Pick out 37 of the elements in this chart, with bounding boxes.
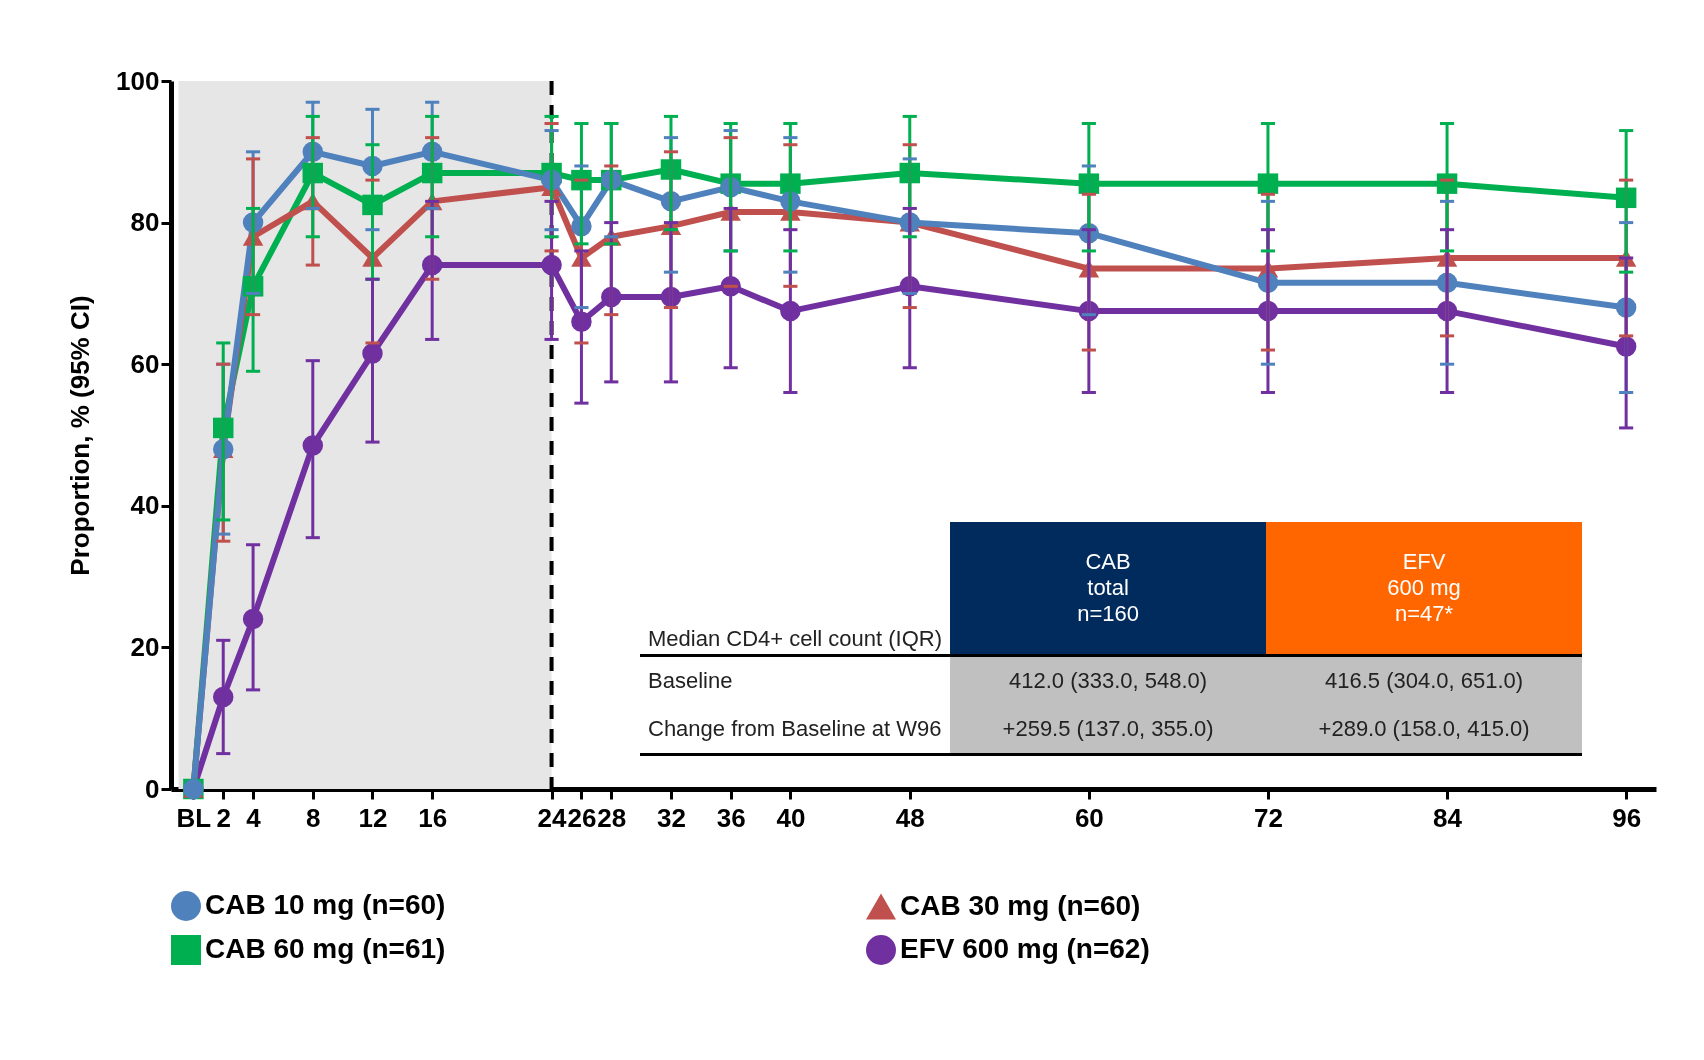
annotation: +289.0 (158.0, 415.0) <box>1266 705 1583 755</box>
y-axis-title: Proportion, % (95% CI) <box>65 295 96 576</box>
x-tick-label: 96 <box>1612 802 1642 833</box>
legend-label: EFV 600 mg (n=62) <box>900 933 1150 964</box>
x-tick-label: 72 <box>1254 802 1283 833</box>
x-tick-label: 24 <box>537 802 568 833</box>
annotation: 412.0 (333.0, 548.0) <box>950 655 1267 705</box>
annotation: Median CD4+ cell count (IQR) <box>640 522 951 656</box>
legend-label: CAB 10 mg (n=60) <box>205 889 446 920</box>
x-tick-label: 84 <box>1433 802 1463 833</box>
x-tick-label: 60 <box>1074 802 1104 833</box>
x-tick-label: BL <box>176 802 212 833</box>
x-tick-label: 40 <box>776 802 806 833</box>
y-tick-label: 0 <box>145 773 160 804</box>
legend-label: CAB 60 mg (n=61) <box>205 933 446 964</box>
y-tick-label: 100 <box>116 65 160 96</box>
annotation: Baseline <box>647 667 734 695</box>
y-tick-label: 60 <box>130 348 160 379</box>
y-tick-label: 80 <box>130 207 160 238</box>
x-tick-label: 36 <box>716 802 746 833</box>
legend-label: CAB 30 mg (n=60) <box>900 889 1141 921</box>
annotation: EFV 600 mg n=47* <box>1266 522 1583 656</box>
x-tick-label: 28 <box>597 802 627 833</box>
y-tick-label: 40 <box>130 490 160 521</box>
annotation: +259.5 (137.0, 355.0) <box>950 705 1267 755</box>
annotation: 416.5 (304.0, 651.0) <box>1266 655 1583 705</box>
x-tick-label: 48 <box>895 802 925 833</box>
x-tick-label: 32 <box>657 802 686 833</box>
x-tick-label: 2 <box>216 802 231 833</box>
annotation: Change from Baseline at W96 <box>640 705 951 755</box>
annotation: CAB total n=160 <box>950 522 1267 656</box>
y-tick-label: 20 <box>130 631 160 662</box>
x-tick-label: 12 <box>358 802 388 833</box>
x-tick-label: 4 <box>246 802 262 833</box>
x-tick-label: 16 <box>418 802 448 833</box>
x-tick-label: 8 <box>306 802 321 833</box>
x-tick-label: 26 <box>567 802 597 833</box>
